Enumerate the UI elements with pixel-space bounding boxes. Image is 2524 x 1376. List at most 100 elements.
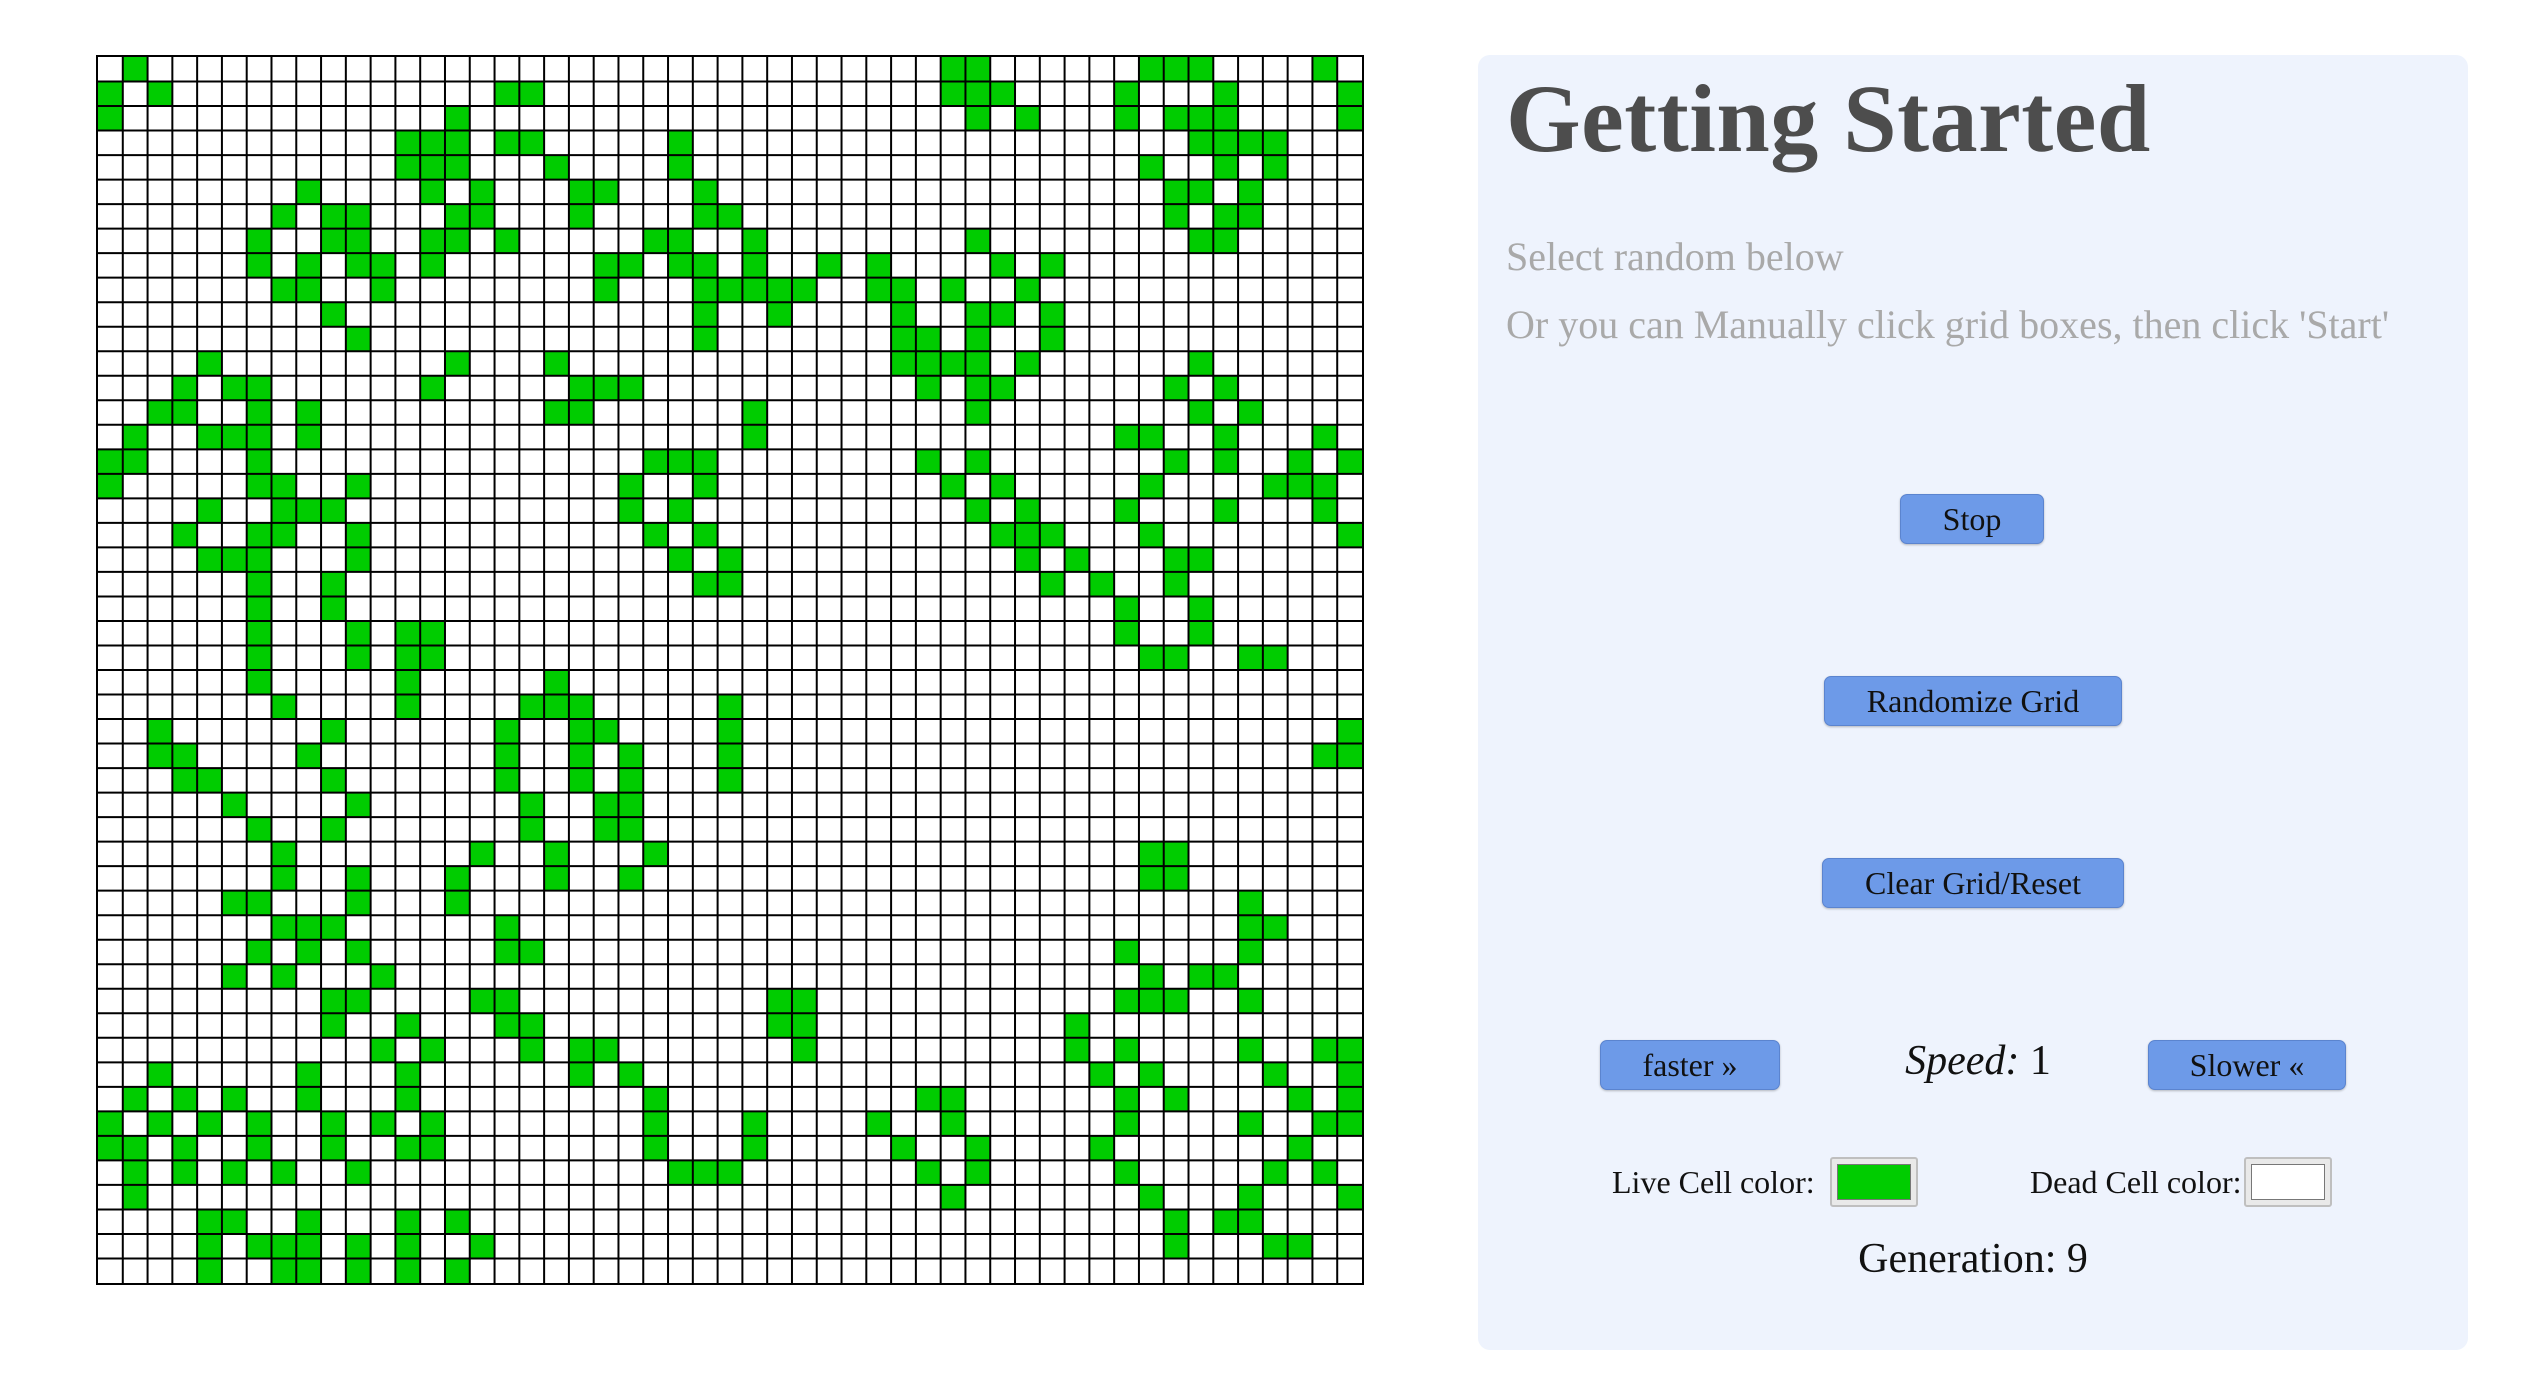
live-cell[interactable] xyxy=(1089,571,1115,597)
live-cell[interactable] xyxy=(345,326,371,352)
live-cell[interactable] xyxy=(1238,915,1263,940)
live-cell[interactable] xyxy=(345,522,371,548)
live-cell[interactable] xyxy=(1262,645,1288,670)
live-cell[interactable] xyxy=(395,155,421,180)
live-cell[interactable] xyxy=(98,1111,123,1136)
live-cell[interactable] xyxy=(494,719,520,744)
live-cell[interactable] xyxy=(147,400,173,425)
live-cell[interactable] xyxy=(420,1111,445,1136)
live-cell[interactable] xyxy=(1163,57,1189,82)
live-cell[interactable] xyxy=(420,253,445,278)
live-cell[interactable] xyxy=(940,57,966,82)
live-cell[interactable] xyxy=(1114,1111,1139,1136)
live-cell[interactable] xyxy=(221,1209,247,1234)
live-cell[interactable] xyxy=(519,130,545,156)
live-cell[interactable] xyxy=(321,204,346,229)
live-cell[interactable] xyxy=(147,719,173,744)
live-cell[interactable] xyxy=(1188,620,1214,646)
live-cell[interactable] xyxy=(122,1135,148,1161)
dead-cell-color-picker[interactable] xyxy=(2244,1157,2332,1207)
live-cell[interactable] xyxy=(692,571,718,597)
live-cell[interactable] xyxy=(1138,155,1164,180)
live-cell[interactable] xyxy=(692,1160,718,1185)
live-cell[interactable] xyxy=(1213,424,1239,450)
live-cell[interactable] xyxy=(915,449,941,474)
live-cell[interactable] xyxy=(246,547,272,572)
live-cell[interactable] xyxy=(593,792,619,818)
live-cell[interactable] xyxy=(643,449,669,474)
live-cell[interactable] xyxy=(1213,204,1239,229)
live-cell[interactable] xyxy=(593,719,619,744)
live-cell[interactable] xyxy=(568,204,594,229)
live-cell[interactable] xyxy=(98,81,123,107)
live-cell[interactable] xyxy=(915,1086,941,1112)
live-cell[interactable] xyxy=(444,866,470,891)
live-cell[interactable] xyxy=(246,596,272,621)
live-cell[interactable] xyxy=(1089,1062,1115,1087)
live-cell[interactable] xyxy=(444,155,470,180)
live-cell[interactable] xyxy=(618,743,644,769)
live-cell[interactable] xyxy=(1114,424,1139,450)
live-cell[interactable] xyxy=(1015,106,1040,131)
live-cell[interactable] xyxy=(544,841,569,867)
live-cell[interactable] xyxy=(345,939,371,965)
live-cell[interactable] xyxy=(296,253,322,278)
live-cell[interactable] xyxy=(122,57,148,82)
live-cell[interactable] xyxy=(717,694,743,720)
live-cell[interactable] xyxy=(519,81,545,107)
live-cell[interactable] xyxy=(246,620,272,646)
live-cell[interactable] xyxy=(321,1013,346,1038)
live-cell[interactable] xyxy=(1138,1184,1164,1210)
live-cell[interactable] xyxy=(271,1258,297,1283)
live-cell[interactable] xyxy=(370,1037,396,1063)
live-cell[interactable] xyxy=(1163,1233,1189,1259)
live-cell[interactable] xyxy=(395,1086,421,1112)
faster-button[interactable]: faster » xyxy=(1600,1040,1780,1090)
live-cell[interactable] xyxy=(1138,522,1164,548)
live-cell[interactable] xyxy=(544,155,569,180)
live-cell[interactable] xyxy=(1287,1135,1313,1161)
live-cell[interactable] xyxy=(1287,449,1313,474)
live-cell[interactable] xyxy=(1163,375,1189,401)
live-cell[interactable] xyxy=(1238,939,1263,965)
live-cell[interactable] xyxy=(668,547,693,572)
live-cell[interactable] xyxy=(593,817,619,842)
live-cell[interactable] xyxy=(1213,964,1239,989)
live-cell[interactable] xyxy=(469,841,495,867)
live-cell[interactable] xyxy=(321,571,346,597)
live-cell[interactable] xyxy=(915,1160,941,1185)
live-cell[interactable] xyxy=(544,400,569,425)
live-cell[interactable] xyxy=(1262,473,1288,499)
live-cell[interactable] xyxy=(395,130,421,156)
live-cell[interactable] xyxy=(668,1160,693,1185)
live-cell[interactable] xyxy=(172,400,198,425)
live-cell[interactable] xyxy=(122,424,148,450)
live-cell[interactable] xyxy=(692,179,718,205)
live-cell[interactable] xyxy=(1138,964,1164,989)
live-cell[interactable] xyxy=(1064,547,1090,572)
live-cell[interactable] xyxy=(1213,1209,1239,1234)
live-cell[interactable] xyxy=(1114,498,1139,523)
live-cell[interactable] xyxy=(1138,866,1164,891)
live-cell[interactable] xyxy=(618,866,644,891)
live-cell[interactable] xyxy=(444,1209,470,1234)
live-cell[interactable] xyxy=(1312,1037,1338,1063)
live-cell[interactable] xyxy=(990,375,1016,401)
live-cell[interactable] xyxy=(345,988,371,1014)
live-cell[interactable] xyxy=(345,620,371,646)
live-cell[interactable] xyxy=(1039,326,1065,352)
live-cell[interactable] xyxy=(246,670,272,695)
live-cell[interactable] xyxy=(395,694,421,720)
live-cell[interactable] xyxy=(742,1135,768,1161)
live-cell[interactable] xyxy=(965,449,991,474)
live-cell[interactable] xyxy=(345,866,371,891)
live-cell[interactable] xyxy=(544,351,569,376)
live-cell[interactable] xyxy=(246,1233,272,1259)
live-cell[interactable] xyxy=(221,1086,247,1112)
live-cell[interactable] xyxy=(122,1086,148,1112)
stop-button[interactable]: Stop xyxy=(1900,494,2044,544)
live-cell[interactable] xyxy=(345,228,371,254)
live-cell[interactable] xyxy=(321,302,346,327)
live-cell[interactable] xyxy=(1114,1160,1139,1185)
live-cell-color-picker[interactable] xyxy=(1830,1157,1918,1207)
